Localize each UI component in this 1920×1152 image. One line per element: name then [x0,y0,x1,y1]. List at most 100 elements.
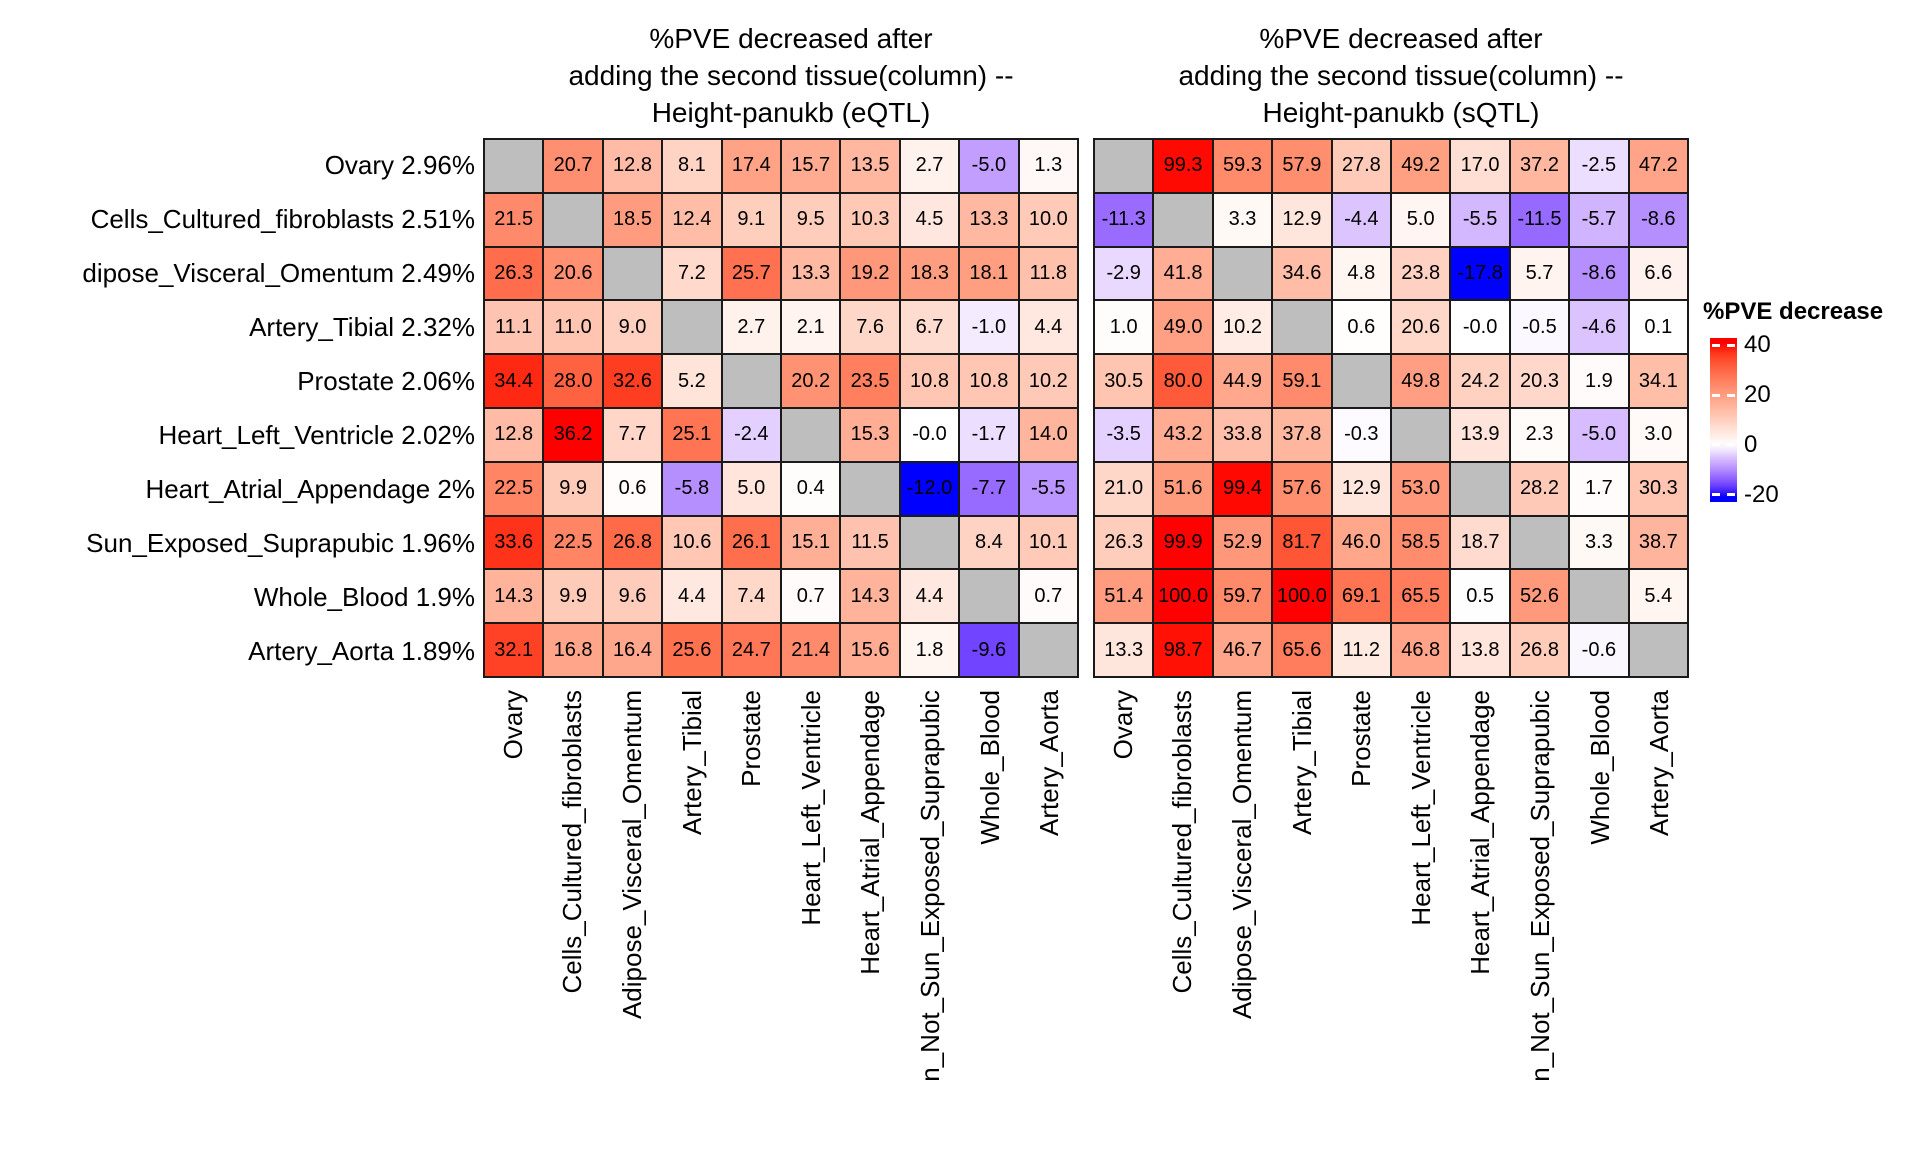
heatmap-cell: 41.8 [1154,247,1212,300]
legend-tick-mark [1727,493,1735,497]
row-label: Cells_Cultured_fibroblasts 2.51% [90,204,475,234]
heatmap-cell: 30.3 [1629,462,1687,515]
heatmap-cell: -5.0 [1570,408,1628,461]
heatmap-cell: 18.5 [603,193,662,246]
heatmap-cell: 49.2 [1392,140,1450,192]
col-label: Adipose_Visceral_Omentum [1227,690,1257,1020]
col-label: Whole_Blood [1584,690,1615,845]
legend-title: %PVE decrease [1703,298,1884,325]
heatmap-cell: -8.6 [1629,193,1687,246]
heatmap-cell: 1.3 [1019,140,1077,192]
heatmap-cell: 23.5 [841,355,899,407]
heatmap-cell: 13.3 [1095,624,1153,676]
heatmap-cell: 2.7 [722,301,780,354]
heatmap-cell: 10.2 [1019,355,1077,407]
heatmap-cell: 12.8 [485,408,543,461]
panel-title-eqtl: %PVE decreased after adding the second t… [401,20,1181,131]
heatmap-cell: 100.0 [1273,570,1331,623]
heatmap-cell: 5.7 [1510,247,1569,300]
heatmap-cell-diagonal [900,516,959,569]
heatmap-cell-diagonal [1629,624,1687,676]
heatmap-cell: 0.4 [782,462,840,515]
heatmap-cell: 24.2 [1451,355,1509,407]
heatmap-cell: 7.7 [603,408,662,461]
heatmap-cell: 32.6 [603,355,662,407]
row-label: Sun_Exposed_Suprapubic 1.96% [86,528,475,558]
heatmap-cell: 19.2 [841,247,899,300]
heatmap-cell-diagonal [1510,516,1569,569]
heatmap-cell: 7.4 [722,570,780,623]
heatmap-cell: 18.3 [900,247,959,300]
heatmap-cell: 23.8 [1392,247,1450,300]
legend-tick-mark [1712,343,1720,347]
heatmap-cell: -2.4 [722,408,780,461]
heatmap-cell: -2.9 [1095,247,1153,300]
col-label: Cells_Cultured_fibroblasts [1167,690,1198,994]
heatmap-cell: 10.2 [1213,301,1272,354]
heatmap-cell: 0.6 [1332,301,1390,354]
heatmap-cell-diagonal [722,355,780,407]
heatmap-cell: 49.0 [1154,301,1212,354]
heatmap-cell-diagonal [1154,193,1212,246]
heatmap-cell: 10.0 [1019,193,1077,246]
heatmap-cell: 9.1 [722,193,780,246]
legend-tick-label: -20 [1744,480,1779,508]
heatmap-cell: 80.0 [1154,355,1212,407]
col-label: Ovary [1107,690,1138,760]
heatmap-cell: 33.6 [485,516,543,569]
heatmap-cell: 9.5 [782,193,840,246]
heatmap-cell: 10.3 [841,193,899,246]
heatmap-cell: 18.7 [1451,516,1509,569]
heatmap-cell: 30.5 [1095,355,1153,407]
heatmap-cell: 2.7 [900,140,959,192]
panel-title-eqtl-line3: Height-panukb (eQTL) [651,97,931,128]
heatmap-cell: 98.7 [1154,624,1212,676]
heatmap-cell: 0.7 [782,570,840,623]
heatmap-cell-diagonal [544,193,602,246]
heatmap-cell: 25.1 [663,408,721,461]
heatmap-cell: 21.0 [1095,462,1153,515]
heatmap-cell: 59.1 [1273,355,1331,407]
col-label: Heart_Left_Ventricle [1405,690,1436,926]
heatmap-cell: 6.7 [900,301,959,354]
heatmap-cell-diagonal [1392,408,1450,461]
heatmap-cell: 99.3 [1154,140,1212,192]
heatmap-cell: 13.9 [1451,408,1509,461]
heatmap-cell: 52.6 [1510,570,1569,623]
col-label: Ovary [497,690,528,760]
heatmap-cell: 12.9 [1273,193,1331,246]
heatmap-cell: 13.3 [960,193,1018,246]
row-label: Heart_Left_Ventricle 2.02% [158,420,475,450]
heatmap-cell: -5.0 [960,140,1018,192]
heatmap-cell: 9.9 [544,462,602,515]
heatmap-cell: 10.8 [900,355,959,407]
heatmap-cell-diagonal [1213,247,1272,300]
heatmap-cell: 10.8 [960,355,1018,407]
heatmap-cell: 57.9 [1273,140,1331,192]
heatmap-cell: 51.6 [1154,462,1212,515]
heatmap-cell: -1.7 [960,408,1018,461]
heatmap-cell: 46.8 [1392,624,1450,676]
col-label: Artery_Tibial [1286,690,1317,835]
row-label: Heart_Atrial_Appendage 2% [145,474,475,504]
heatmap-cell: 8.4 [960,516,1018,569]
heatmap-cell: 99.9 [1154,516,1212,569]
heatmap-cell: 24.7 [722,624,780,676]
heatmap-cell: -3.5 [1095,408,1153,461]
heatmap-cell: -9.6 [960,624,1018,676]
heatmap-cell: 20.3 [1510,355,1569,407]
col-label: n_Not_Sun_Exposed_Suprapubic [1525,690,1555,1082]
col-label: Prostate [1346,690,1377,787]
heatmap-cell: 5.0 [1392,193,1450,246]
heatmap-cell: 22.5 [485,462,543,515]
heatmap-cell: 13.5 [841,140,899,192]
heatmap-cell-diagonal [841,462,899,515]
heatmap-cell-diagonal [960,570,1018,623]
heatmap-cell: 20.7 [544,140,602,192]
heatmap-cell: 16.8 [544,624,602,676]
heatmap-cell: 22.5 [544,516,602,569]
heatmap-cell: 20.6 [544,247,602,300]
heatmap-cell: 9.9 [544,570,602,623]
heatmap-cell: 1.0 [1095,301,1153,354]
